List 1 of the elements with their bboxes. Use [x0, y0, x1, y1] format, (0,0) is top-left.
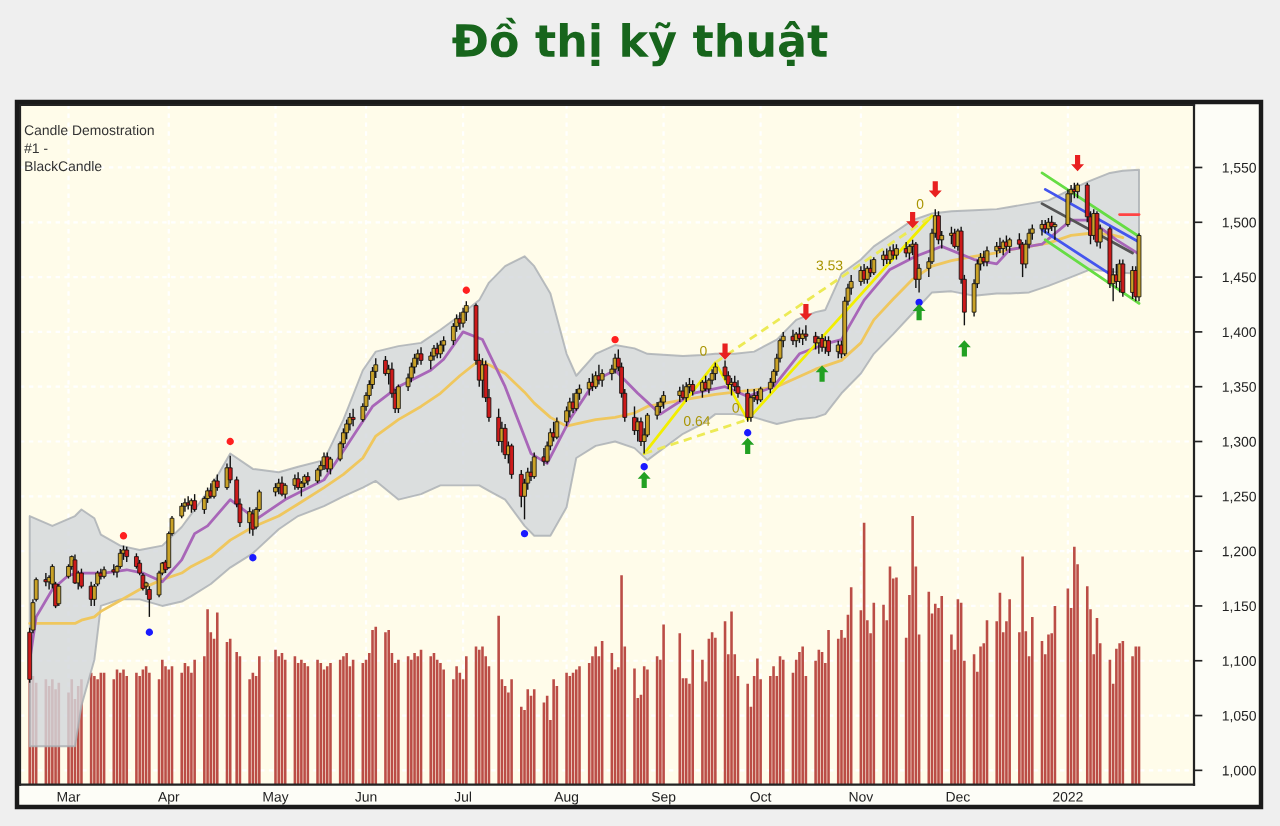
chart-title: Đồ thị kỹ thuật — [452, 17, 828, 67]
